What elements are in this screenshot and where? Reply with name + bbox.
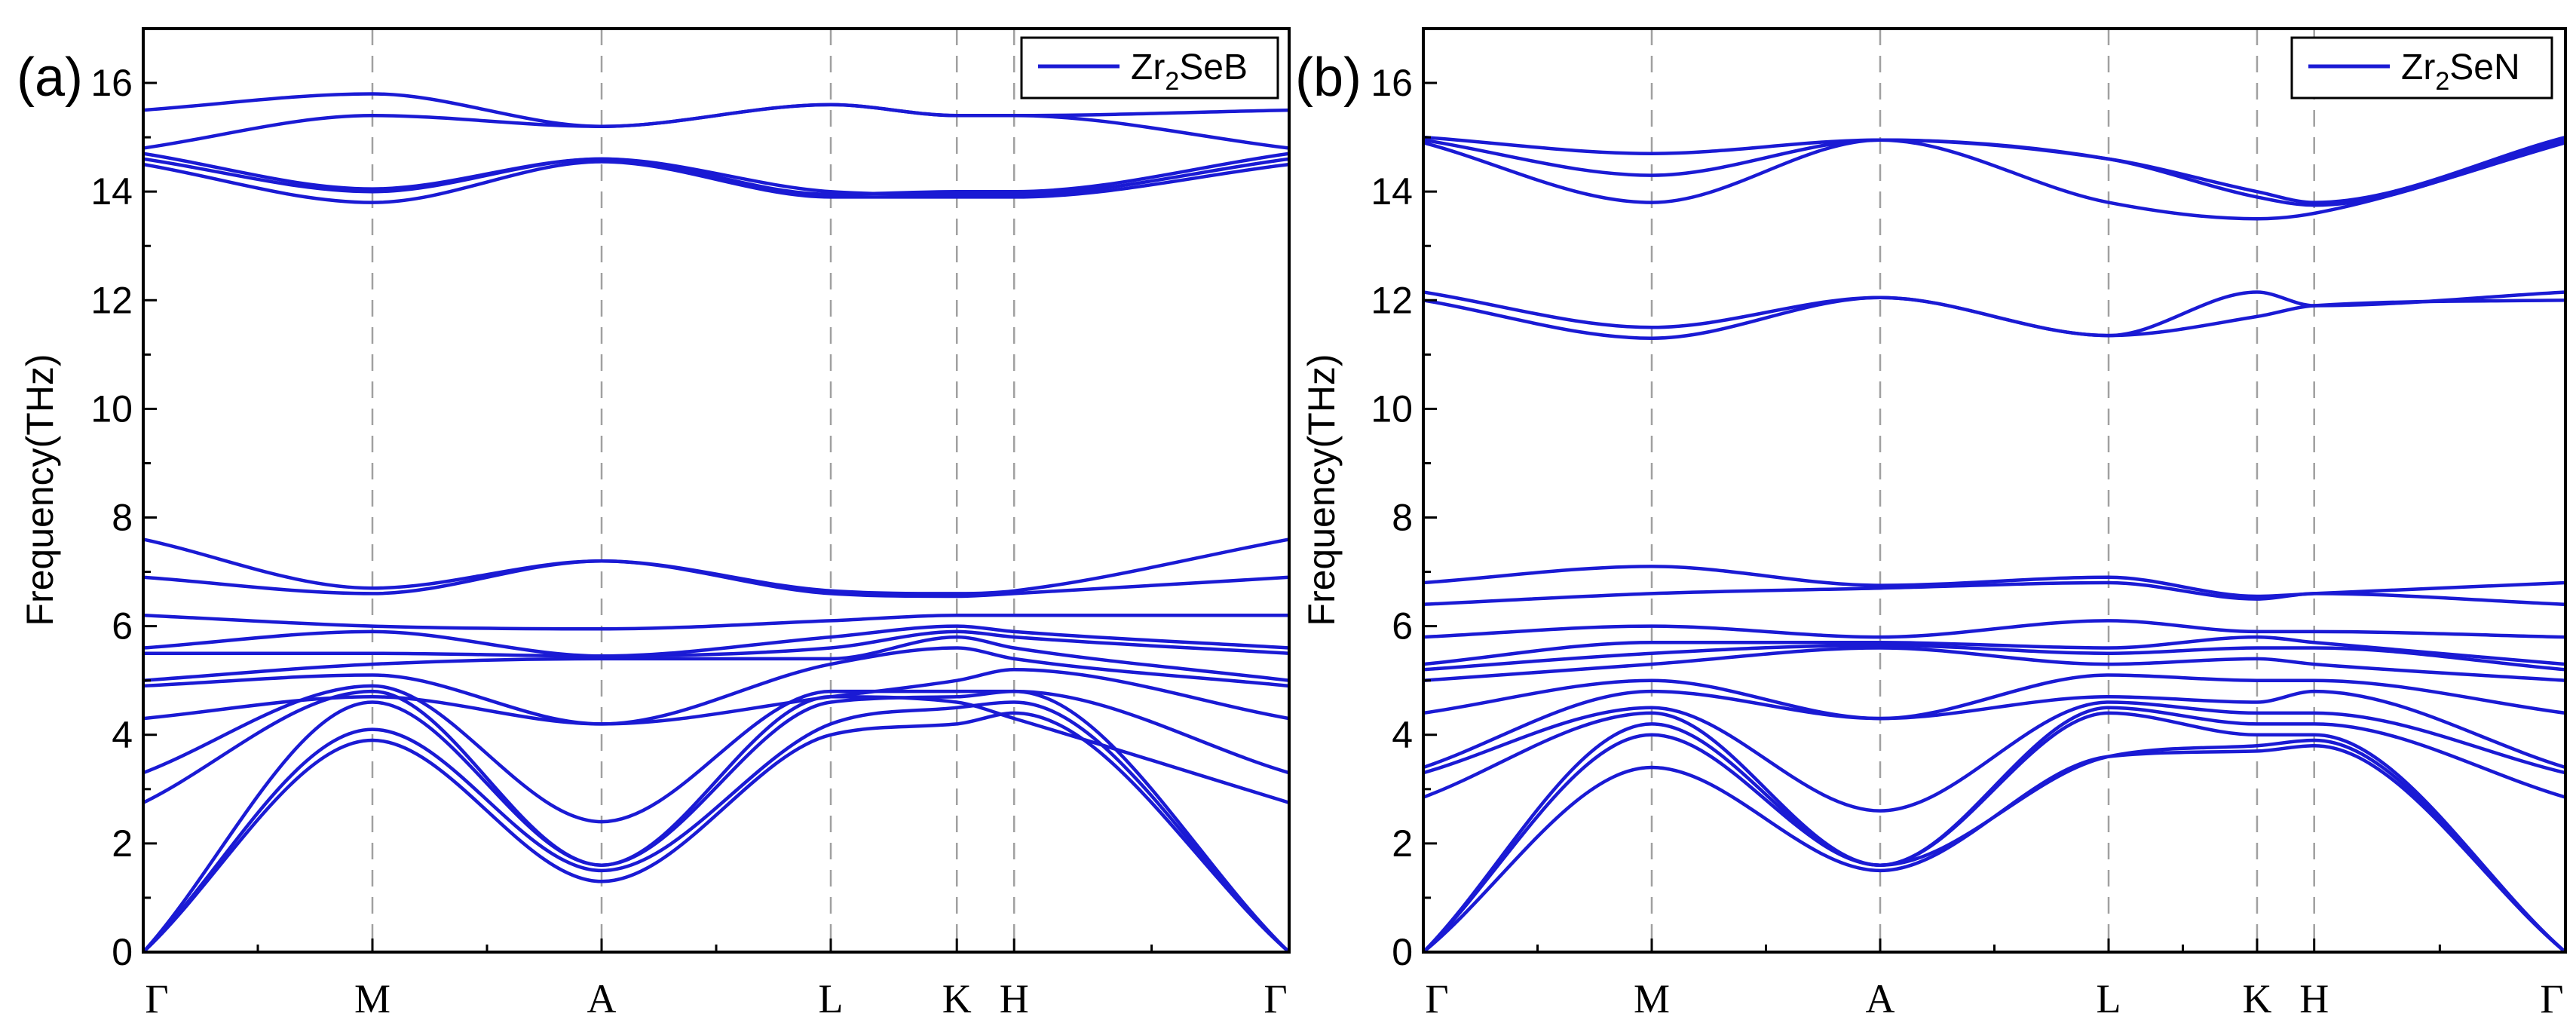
- y-axis-label: Frequency(THz): [19, 354, 61, 626]
- band-line: [1423, 135, 2565, 204]
- y-tick-label: 0: [112, 931, 133, 973]
- panel-a: 0 2 4 6 8 10 12 14 16 Γ M A L K H Γ Frequency(THz) (a) Zr2…: [17, 27, 1291, 1021]
- band-line: [143, 689, 1289, 867]
- x-tick-label: K: [942, 976, 972, 1021]
- x-tick-label: L: [2097, 976, 2121, 1021]
- y-tick-label: 0: [1392, 931, 1413, 973]
- band-line: [143, 646, 1289, 726]
- band-line: [1423, 711, 2565, 952]
- band-line: [1423, 689, 2565, 770]
- band-line: [1423, 646, 2565, 682]
- legend-label: Zr2SeN: [2401, 47, 2520, 96]
- band-line: [143, 689, 1289, 952]
- y-tick-label: 14: [1371, 170, 1413, 213]
- band-series: [143, 92, 1289, 952]
- x-tick-label: L: [819, 976, 844, 1021]
- x-tick-label: K: [2242, 976, 2271, 1021]
- band-line: [143, 157, 1289, 197]
- y-tick-label: 4: [112, 714, 133, 756]
- band-series: [1423, 135, 2565, 952]
- y-tick-label: 6: [1392, 605, 1413, 648]
- band-line: [143, 635, 1289, 682]
- band-line: [143, 700, 1289, 952]
- band-line: [143, 160, 1289, 204]
- band-line: [143, 559, 1289, 599]
- band-line: [1423, 138, 2565, 221]
- band-line: [143, 537, 1289, 596]
- y-axis-label: Frequency(THz): [1300, 354, 1343, 626]
- x-tick-label: Γ: [2540, 976, 2563, 1021]
- legend-label: Zr2SeB: [1131, 47, 1248, 96]
- band-line: [1423, 700, 2565, 813]
- band-line: [1423, 706, 2565, 867]
- x-tick-label: A: [1866, 976, 1895, 1021]
- band-line: [1423, 733, 2565, 952]
- panel-label: (b): [1295, 47, 1362, 108]
- band-line: [1423, 580, 2565, 607]
- x-tick-label: Γ: [1263, 976, 1287, 1021]
- y-tick-label: 10: [90, 387, 133, 430]
- x-tick-label: M: [354, 976, 391, 1021]
- band-line: [143, 629, 1289, 658]
- x-tick-label: H: [2299, 976, 2329, 1021]
- band-line: [1423, 635, 2565, 666]
- y-tick-label: 4: [1392, 714, 1413, 756]
- band-line: [1423, 290, 2565, 338]
- y-tick-label: 2: [112, 822, 133, 865]
- band-line: [143, 103, 1289, 150]
- x-tick-label: Γ: [1425, 976, 1448, 1021]
- band-line: [1423, 673, 2565, 721]
- x-tick-label: A: [587, 976, 617, 1021]
- y-tick-label: 8: [1392, 497, 1413, 539]
- panel-b: 0 2 4 6 8 10 12 14 16 Γ M A L K H Γ Frequency(THz) (b) Zr2…: [1295, 27, 2567, 1021]
- band-line: [143, 624, 1289, 658]
- y-tick-label: 16: [1371, 62, 1413, 104]
- band-line: [143, 684, 1289, 824]
- band-line: [1423, 743, 2565, 952]
- band-line: [1423, 643, 2565, 672]
- y-tick-label: 12: [1371, 279, 1413, 321]
- band-line: [143, 92, 1289, 128]
- band-line: [1423, 565, 2565, 599]
- band-line: [143, 668, 1289, 726]
- band-line: [1423, 619, 2565, 639]
- band-line: [143, 613, 1289, 631]
- band-line: [143, 711, 1289, 952]
- y-tick-label: 12: [90, 279, 133, 321]
- panel-label: (a): [17, 47, 83, 108]
- y-tick-label: 10: [1371, 387, 1413, 430]
- y-tick-label: 16: [90, 62, 133, 104]
- x-tick-label: Γ: [145, 976, 168, 1021]
- y-tick-label: 8: [112, 497, 133, 539]
- x-tick-label: H: [1000, 976, 1029, 1021]
- y-tick-label: 6: [112, 605, 133, 648]
- band-line: [143, 152, 1289, 197]
- x-tick-label: M: [1634, 976, 1670, 1021]
- y-tick-label: 2: [1392, 822, 1413, 865]
- y-tick-label: 14: [90, 170, 133, 213]
